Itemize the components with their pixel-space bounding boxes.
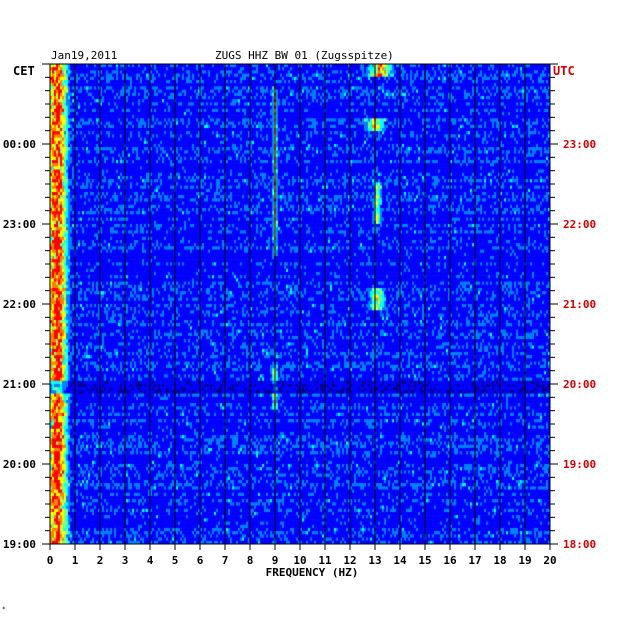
date-label: Jan19,2011: [51, 49, 118, 62]
y-tick-label-right: 18:00: [563, 538, 596, 551]
y-tick-label-left: 23:00: [3, 218, 36, 231]
station-title: ZUGS HHZ BW 01 (Zugsspitze): [215, 49, 394, 62]
x-tick-label: 12: [343, 554, 356, 567]
y-tick-label-left: 19:00: [3, 538, 36, 551]
y-tick-label-right: 23:00: [563, 138, 596, 151]
x-tick-label: 0: [47, 554, 54, 567]
y-tick-label-left: 00:00: [3, 138, 36, 151]
corner-mark: *: [2, 606, 6, 613]
x-tick-label: 19: [518, 554, 531, 567]
x-axis-label: FREQUENCY (HZ): [266, 566, 359, 579]
x-tick-label: 13: [368, 554, 381, 567]
chart-grid: [49, 63, 551, 545]
x-tick-label: 15: [418, 554, 431, 567]
left-timezone-label: CET: [13, 64, 35, 78]
x-tick-label: 2: [97, 554, 104, 567]
x-tick-label: 20: [543, 554, 556, 567]
y-tick-label-right: 20:00: [563, 378, 596, 391]
x-tick-label: 10: [293, 554, 306, 567]
x-tick-label: 9: [272, 554, 279, 567]
y-tick-label-right: 19:00: [563, 458, 596, 471]
x-tick-label: 7: [222, 554, 229, 567]
x-tick-label: 4: [147, 554, 154, 567]
x-tick-label: 8: [247, 554, 254, 567]
y-tick-label-left: 20:00: [3, 458, 36, 471]
y-tick-label-left: 22:00: [3, 298, 36, 311]
y-tick-label-right: 22:00: [563, 218, 596, 231]
x-tick-label: 11: [318, 554, 332, 567]
x-tick-label: 16: [443, 554, 457, 567]
x-tick-label: 6: [197, 554, 204, 567]
x-tick-label: 14: [393, 554, 407, 567]
x-tick-label: 1: [72, 554, 79, 567]
y-tick-label-right: 21:00: [563, 298, 596, 311]
x-tick-label: 5: [172, 554, 179, 567]
right-timezone-label: UTC: [553, 64, 575, 78]
x-tick-label: 18: [493, 554, 506, 567]
y-tick-label-left: 21:00: [3, 378, 36, 391]
x-tick-label: 17: [468, 554, 481, 567]
x-tick-label: 3: [122, 554, 129, 567]
